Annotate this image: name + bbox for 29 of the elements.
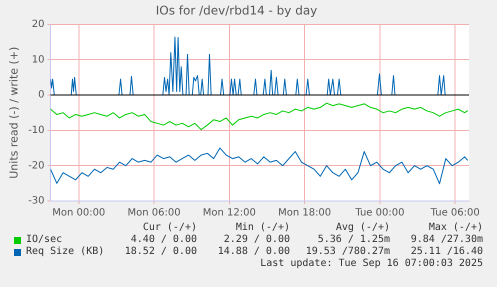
chart-title: IOs for /dev/rbd14 - by day [156, 3, 318, 18]
y-tick-label: -20 [28, 160, 45, 172]
text: Last update: Tue Sep 16 07:00:03 2025 [260, 258, 483, 270]
text: 14.88 / 0.00 [218, 246, 290, 258]
text: 2.29 / 0.00 [224, 234, 290, 246]
x-tick-label: Mon 12:00 [202, 208, 256, 219]
x-tick-label: Tue 00:00 [354, 208, 404, 219]
y-tick-label: 0 [38, 90, 45, 101]
y-tick-label: -10 [28, 124, 45, 136]
text: 18.52 / 0.00 [124, 246, 197, 258]
y-axis-title: Units read (-) / write (+) [7, 46, 20, 179]
x-tick-label: Mon 00:00 [52, 208, 106, 219]
text: Cur (-/+) [142, 222, 197, 234]
y-tick-label: 20 [32, 18, 45, 30]
x-tick-label: Tue 06:00 [430, 208, 480, 219]
text: 25.11 /16.40 [410, 246, 483, 258]
text: 5.36 / 1.25m [318, 234, 390, 246]
text: 19.53 /780.27m [306, 246, 390, 258]
legend-label: Req Size (KB) [26, 246, 104, 258]
text: Max (-/+) [428, 222, 483, 234]
text: 9.84 /27.30m [410, 234, 483, 246]
legend-label: IO/sec [26, 234, 62, 246]
x-tick-label: Mon 06:00 [128, 208, 181, 219]
x-tick-label: Mon 18:00 [278, 208, 332, 219]
text: 4.40 / 0.00 [130, 234, 197, 246]
text: Avg (-/+) [336, 222, 390, 234]
text: Min (-/+) [236, 222, 290, 234]
y-tick-label: -30 [28, 196, 45, 207]
y-tick-label: 10 [32, 54, 45, 66]
